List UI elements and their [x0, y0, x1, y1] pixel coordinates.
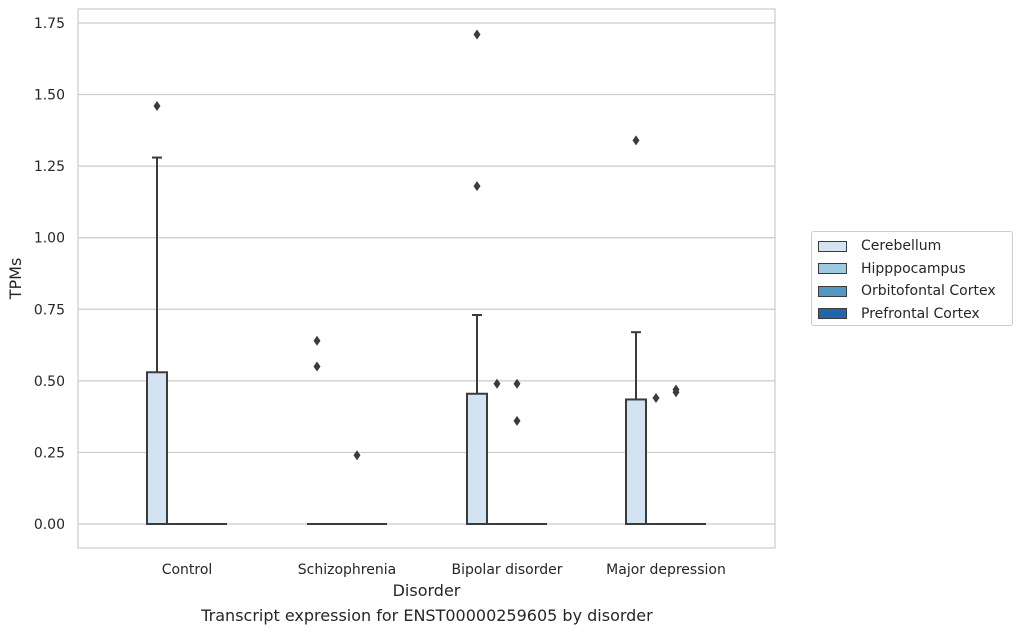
gridlines [78, 22, 775, 525]
box-orbitofontal-cortex-bipolar-disorder [507, 378, 527, 525]
x-tick-label: Major depression [606, 562, 726, 578]
outlier-point [473, 29, 481, 40]
legend-label: Prefrontal Cortex [861, 305, 980, 322]
plot-area-frame [77, 8, 776, 549]
box-cerebellum-schizophrenia [307, 335, 327, 525]
legend-label: Hipppocampus [861, 260, 966, 277]
y-tick-label: 0.50 [34, 374, 65, 390]
y-tick-label: 0.75 [34, 302, 65, 318]
x-tick-label: Bipolar disorder [451, 562, 562, 578]
box-cerebellum-control [146, 101, 168, 526]
legend-item: Cerebellum [818, 237, 941, 255]
y-axis-label: TPMs [6, 258, 25, 301]
box-body [466, 392, 488, 525]
outlier-point [313, 361, 321, 372]
y-tick-labels: 0.00 0.25 0.50 0.75 1.00 1.25 1.50 1.75 [34, 16, 65, 533]
y-tick-label: 1.75 [34, 16, 65, 32]
outlier-point [652, 393, 660, 404]
y-tick-label: 1.00 [34, 231, 65, 247]
box-cerebellum-major-depression [625, 135, 647, 526]
legend-swatch [818, 263, 847, 274]
legend-swatch [818, 308, 847, 319]
box-body [146, 371, 168, 526]
outlier-point [672, 384, 680, 395]
box-body [625, 398, 647, 526]
x-axis-label: Disorder [393, 581, 461, 600]
outlier-point [632, 135, 640, 146]
outlier-point [353, 450, 361, 461]
x-tick-labels: Control Schizophrenia Bipolar disorder Majo… [162, 562, 726, 578]
y-tick-label: 0.25 [34, 445, 65, 461]
legend: Cerebellum Hipppocampus Orbitofontal Corte… [811, 231, 1013, 326]
box-orbitofontal-cortex-major-depression [666, 384, 686, 525]
y-tick-label: 1.25 [34, 159, 65, 175]
box-cerebellum-bipolar-disorder [466, 29, 488, 525]
legend-item: Hipppocampus [818, 260, 966, 278]
legend-item: Prefrontal Cortex [818, 305, 980, 323]
outlier-point [153, 101, 161, 112]
legend-swatch [818, 240, 847, 252]
box-hipppocampus-major-depression [646, 393, 666, 525]
legend-item: Orbitofontal Cortex [818, 282, 996, 300]
legend-label: Orbitofontal Cortex [861, 283, 996, 299]
box-orbitofontal-cortex-schizophrenia [347, 450, 367, 525]
outlier-point [473, 181, 481, 192]
outlier-point [313, 335, 321, 346]
outlier-point [513, 415, 521, 426]
legend-swatch [818, 285, 847, 297]
legend-label: Cerebellum [861, 238, 942, 254]
box-hipppocampus-bipolar-disorder [487, 378, 507, 525]
chart-caption: Transcript expression for ENST0000025960… [201, 606, 653, 625]
y-tick-label: 0.00 [34, 517, 65, 533]
x-tick-label: Control [162, 562, 213, 578]
outlier-point [513, 378, 521, 389]
y-tick-label: 1.50 [34, 88, 65, 104]
outlier-point [493, 378, 501, 389]
box-series [146, 29, 706, 526]
x-tick-label: Schizophrenia [298, 562, 396, 578]
